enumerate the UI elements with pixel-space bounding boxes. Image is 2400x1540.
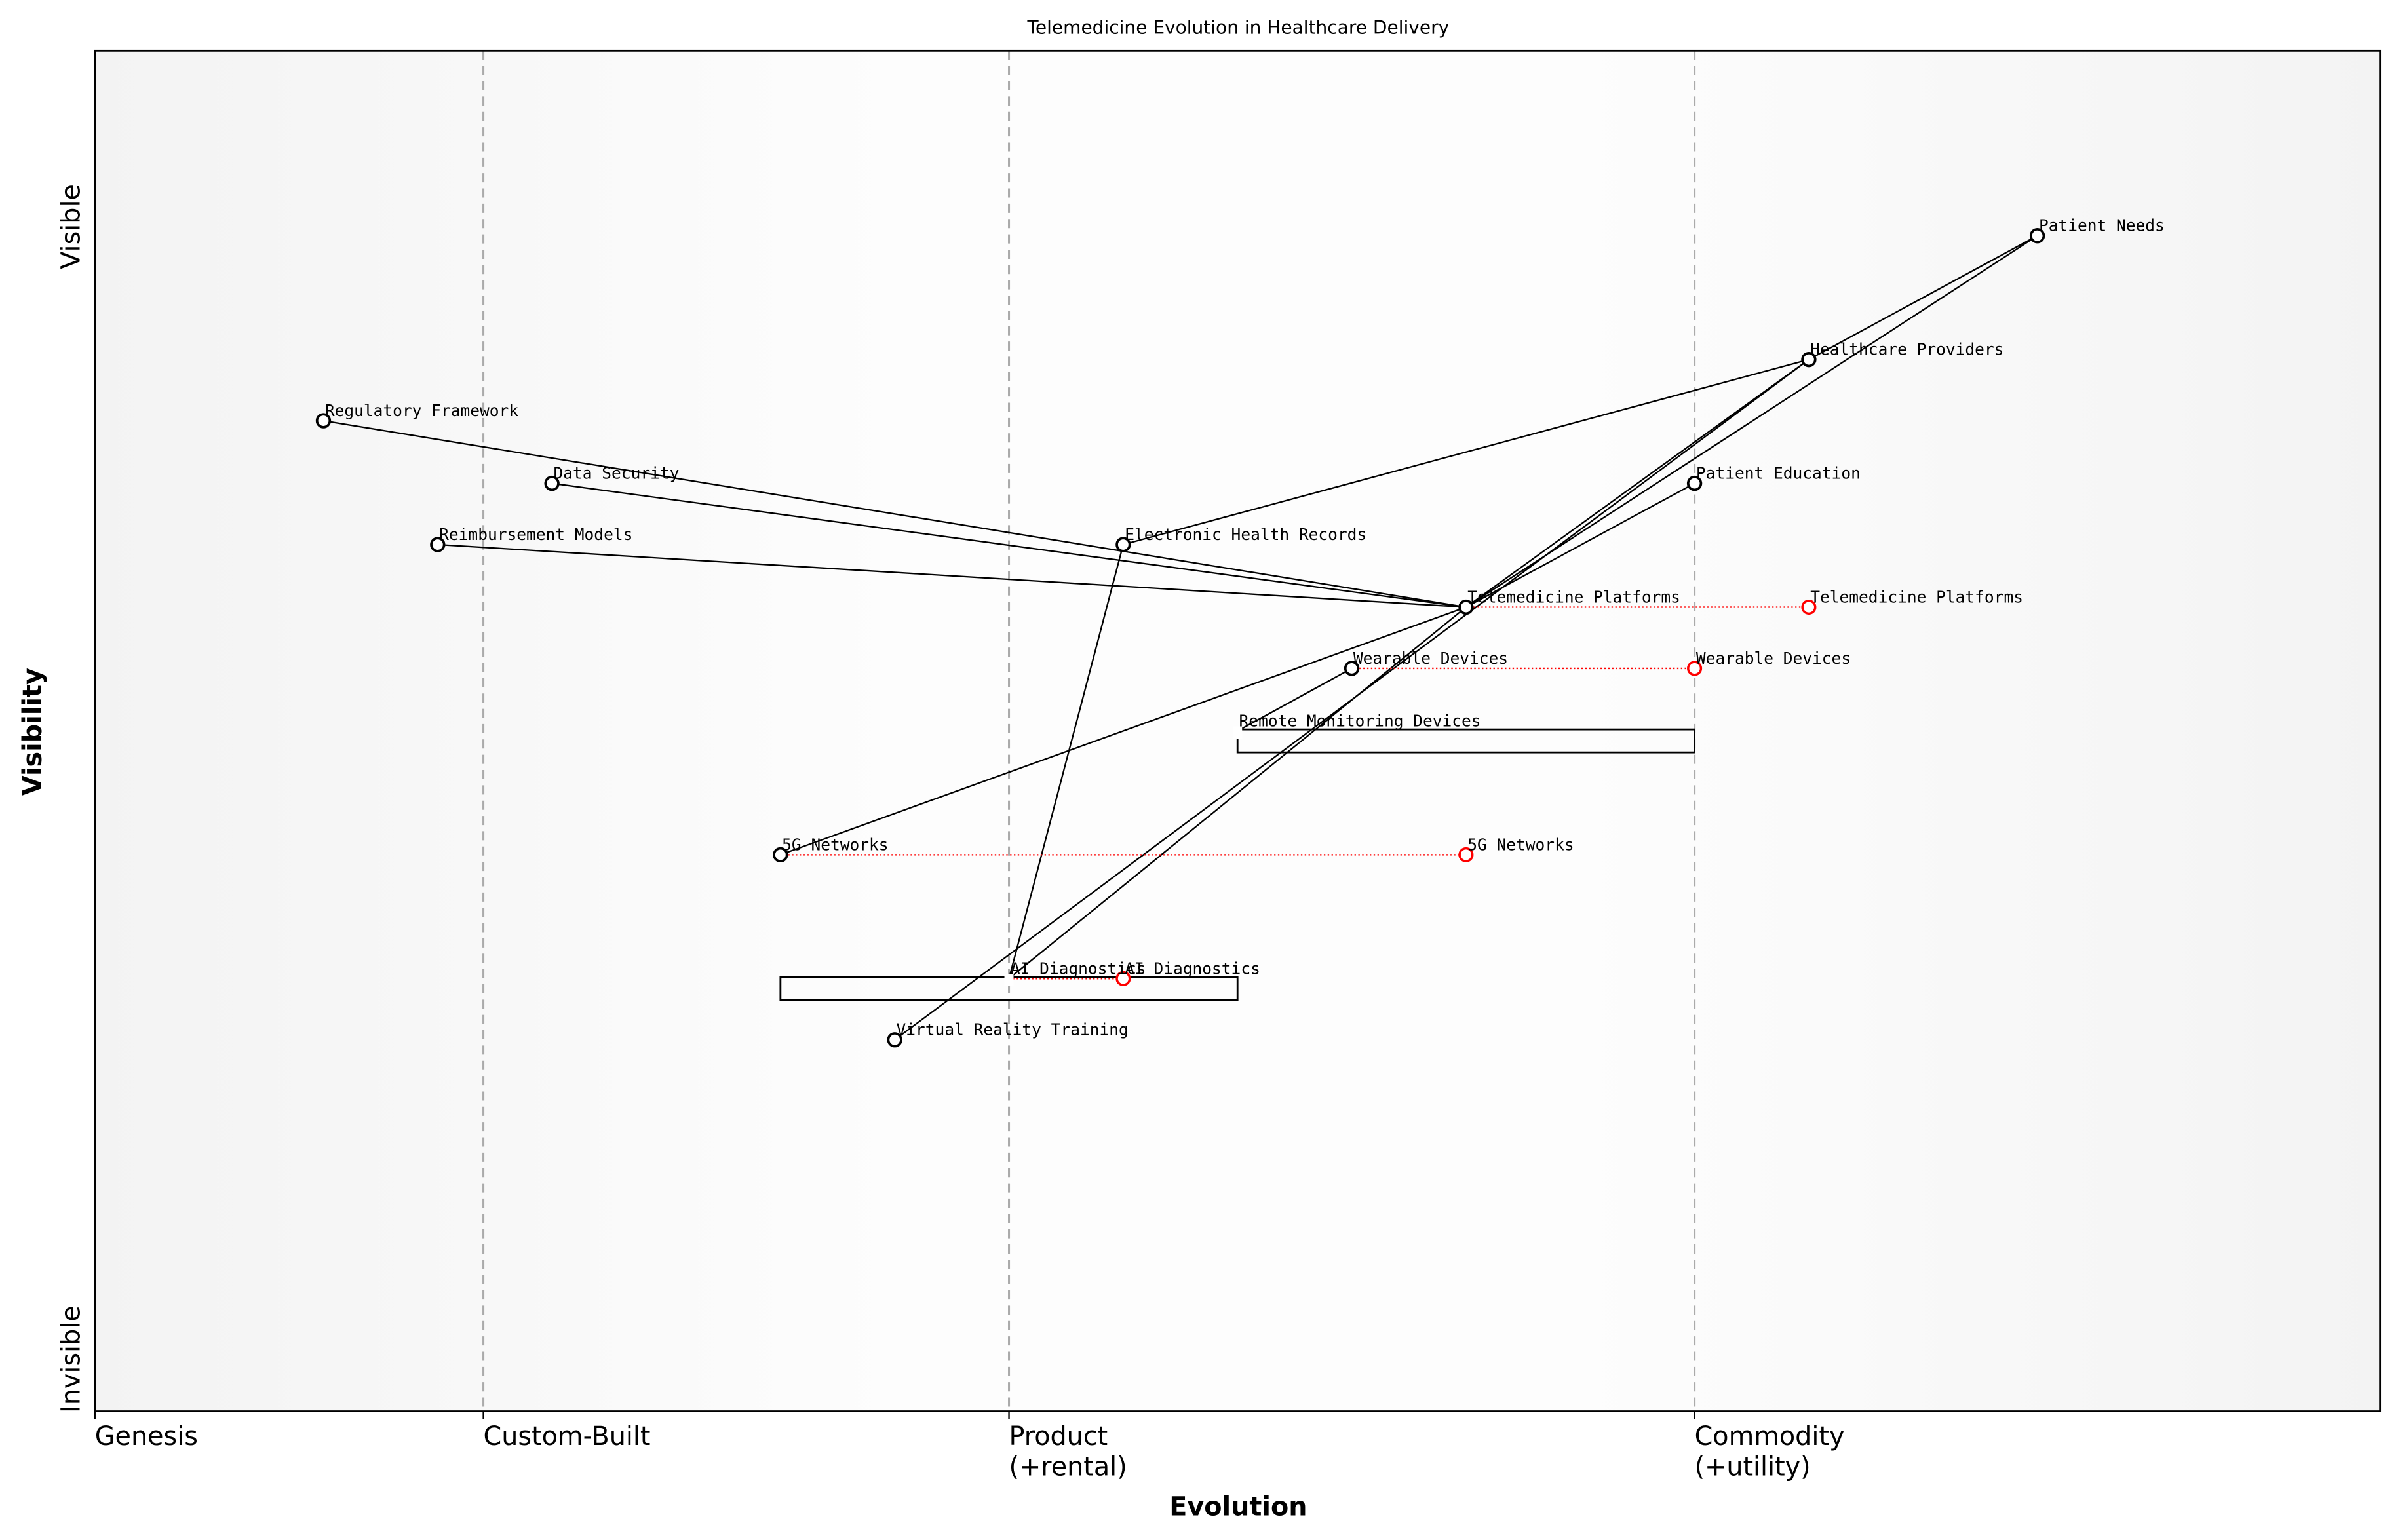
link-telemedicine-platforms-to-reimbursement-models (437, 543, 1466, 608)
plot-frame (94, 49, 2382, 1412)
point-patient-needs (2029, 228, 2045, 244)
evolved-label-telemedicine-platforms: Telemedicine Platforms (1810, 588, 2023, 607)
point-regulatory-framework (315, 413, 332, 429)
pipeline-remote-monitoring-devices (1236, 728, 1695, 754)
point-wearable-devices (1344, 661, 1360, 676)
evolved-label-ai-diagnostics: AI Diagnostics (1125, 959, 1260, 978)
label-data-security: Data Security (554, 464, 680, 483)
link-telemedicine-platforms-to-ai-diagnostics (1008, 606, 1467, 980)
evolved-label-5g-networks: 5G Networks (1467, 835, 1574, 854)
point-telemedicine-platforms (1458, 599, 1474, 615)
label-healthcare-providers: Healthcare Providers (1810, 340, 2003, 359)
point-electronic-health-records (1115, 537, 1131, 552)
label-wearable-devices: Wearable Devices (1353, 649, 1508, 668)
point-reimbursement-models (430, 537, 446, 552)
x-tick-label-commodity-utility-: Commodity (+utility) (1695, 1421, 1845, 1482)
point-healthcare-providers (1801, 351, 1817, 368)
hidden-point-ai-diagnostics (1004, 974, 1014, 986)
label-electronic-health-records: Electronic Health Records (1125, 525, 1366, 544)
x-tick-label-genesis: Genesis (95, 1421, 198, 1452)
chart-title: Telemedicine Evolution in Healthcare Del… (1027, 17, 1450, 39)
y-axis-label: Visibility (18, 668, 48, 796)
y-tick-visible: Visible (56, 184, 86, 269)
hidden-point-remote-monitoring-devices (1233, 726, 1243, 739)
evolved-label-wearable-devices: Wearable Devices (1696, 649, 1851, 668)
point-data-security (544, 475, 560, 491)
link-healthcare-providers-to-electronic-health-records (1123, 358, 1810, 546)
label-patient-education: Patient Education (1696, 464, 1861, 483)
link-electronic-health-records-to-ai-diagnostics (1008, 544, 1125, 979)
label-patient-needs: Patient Needs (2039, 216, 2165, 235)
link-wearable-devices-to-remote-monitoring-devices (1237, 667, 1353, 732)
x-tick-label-custom-built: Custom-Built (484, 1421, 651, 1452)
link-healthcare-providers-to-telemedicine-platforms (1465, 358, 1810, 608)
label-virtual-reality-training: Virtual Reality Training (897, 1020, 1129, 1039)
evolved-point-5g-networks (1458, 847, 1474, 862)
point-patient-education (1686, 475, 1703, 491)
x-tick-label-product-rental-: Product (+rental) (1009, 1421, 1127, 1482)
link-telemedicine-platforms-to-5g-networks (780, 606, 1467, 856)
point-5g-networks (773, 847, 788, 863)
label-5g-networks: 5G Networks (782, 835, 888, 854)
y-tick-invisible: Invisible (56, 1305, 86, 1413)
evolved-point-ai-diagnostics (1115, 971, 1131, 986)
label-ai-diagnostics: AI Diagnostics (1011, 959, 1146, 978)
label-telemedicine-platforms: Telemedicine Platforms (1467, 588, 1680, 607)
label-reimbursement-models: Reimbursement Models (439, 525, 632, 544)
label-remote-monitoring-devices: Remote Monitoring Devices (1239, 711, 1481, 730)
label-regulatory-framework: Regulatory Framework (325, 401, 518, 420)
link-telemedicine-platforms-to-patient-education (1465, 482, 1695, 608)
point-virtual-reality-training (887, 1032, 902, 1048)
evolved-point-telemedicine-platforms (1801, 599, 1817, 615)
link-telemedicine-platforms-to-data-security (552, 482, 1467, 608)
link-patient-needs-to-healthcare-providers (1808, 235, 2038, 360)
link-telemedicine-platforms-to-regulatory-framework (323, 419, 1467, 608)
x-axis-label: Evolution (1169, 1492, 1307, 1522)
evolved-point-wearable-devices (1687, 661, 1703, 676)
link-patient-needs-to-telemedicine-platforms (1465, 235, 2038, 608)
